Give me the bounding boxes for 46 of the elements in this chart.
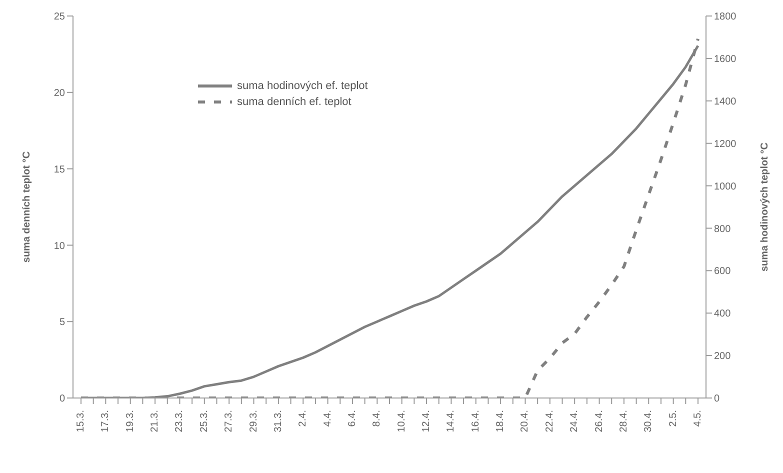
x-tick-label: 14.4.: [446, 410, 457, 432]
x-tick-label: 21.3.: [150, 410, 161, 432]
x-tick-label: 2.4.: [298, 410, 309, 427]
y2-tick-label: 1000: [714, 181, 737, 192]
x-tick-label: 12.4.: [421, 410, 432, 432]
y2-tick-label: 800: [714, 224, 732, 235]
y-tick-label: 10: [54, 240, 66, 252]
x-tick-label: 2.5.: [668, 410, 679, 427]
x-tick-label: 4.4.: [322, 410, 334, 427]
x-tick-label: 31.3.: [272, 410, 284, 432]
legend-label: suma hodinových ef. teplot: [237, 80, 368, 92]
y-tick-label: 25: [54, 12, 66, 23]
y2-tick-label: 1800: [714, 12, 737, 23]
y2-tick-label: 0: [714, 394, 720, 405]
x-tick-label: 20.4.: [520, 410, 531, 432]
x-tick-label: 29.3.: [248, 410, 260, 432]
y2-tick-label: 200: [714, 351, 732, 362]
y2-tick-label: 400: [714, 308, 732, 320]
x-tick-label: 15.3.: [76, 410, 86, 432]
x-tick-label: 26.4.: [594, 410, 605, 432]
x-tick-label: 28.4.: [618, 410, 630, 432]
y-tick-label: 5: [59, 317, 66, 328]
y-tick-label: 0: [59, 394, 66, 405]
x-tick-label: 4.5.: [692, 410, 704, 427]
y-tick-label: 15: [54, 164, 66, 176]
legend-label: suma denních ef. teplot: [237, 96, 352, 108]
x-tick-label: 8.4.: [372, 410, 383, 427]
y2-tick-label: 1600: [714, 54, 737, 65]
x-tick-label: 6.4.: [346, 410, 358, 427]
y-tick-label: 20: [54, 88, 66, 99]
x-tick-label: 17.3.: [100, 410, 112, 432]
x-tick-label: 24.4.: [569, 410, 580, 432]
x-tick-label: 16.4.: [470, 410, 482, 432]
x-tick-label: 18.4.: [495, 410, 506, 432]
y-axis-title: suma denních teplot °C: [22, 151, 33, 263]
y2-axis-title: suma hodinových teplot °C: [760, 142, 771, 272]
y2-tick-label: 1400: [714, 96, 737, 108]
y2-tick-label: 600: [714, 266, 732, 278]
x-tick-label: 30.4.: [643, 410, 654, 432]
x-tick-label: 25.3.: [198, 410, 210, 432]
y2-tick-label: 1200: [714, 138, 737, 150]
x-tick-label: 22.4.: [544, 410, 556, 432]
x-tick-label: 27.3.: [224, 410, 235, 432]
x-tick-label: 10.4.: [396, 410, 408, 432]
x-tick-label: 23.3.: [174, 410, 186, 432]
x-tick-label: 19.3.: [124, 410, 136, 432]
